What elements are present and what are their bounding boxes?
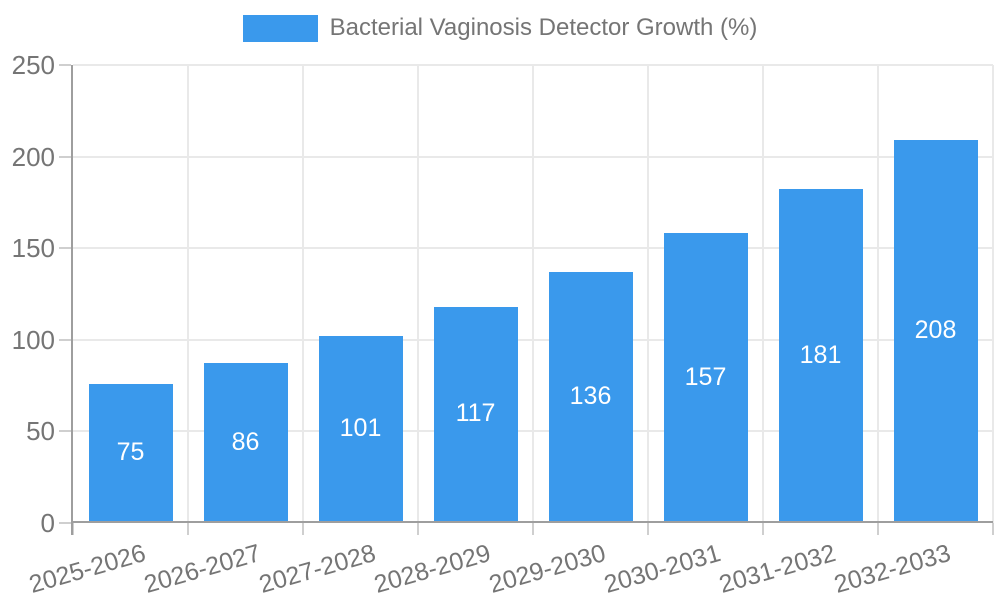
v-gridline <box>762 65 764 523</box>
legend-swatch[interactable] <box>242 14 318 42</box>
v-gridline <box>877 65 879 523</box>
y-axis-tick-label: 150 <box>11 233 55 264</box>
v-gridline <box>532 65 534 523</box>
bar: 75 <box>88 383 173 521</box>
y-axis-tick-label: 200 <box>11 141 55 172</box>
chart-legend: Bacterial Vaginosis Detector Growth (%) <box>0 14 1000 42</box>
v-gridline <box>302 65 304 523</box>
y-axis-tick <box>59 155 71 158</box>
x-axis-tick <box>877 523 879 535</box>
bar: 208 <box>893 139 978 521</box>
x-axis-tick <box>72 523 74 535</box>
v-gridline <box>992 65 994 523</box>
bar-value-label: 157 <box>684 362 727 391</box>
x-axis-tick <box>992 523 994 535</box>
legend-label[interactable]: Bacterial Vaginosis Detector Growth (%) <box>329 14 758 41</box>
y-axis-line <box>71 65 73 535</box>
y-axis-tick-label: 50 <box>26 416 55 447</box>
y-axis-tick-label: 0 <box>40 508 55 538</box>
y-axis-tick <box>59 64 71 66</box>
y-axis-tick-label: 100 <box>11 324 55 355</box>
x-axis-tick <box>532 523 534 535</box>
v-gridline <box>647 65 649 523</box>
bar: 157 <box>663 233 748 521</box>
bar-value-label: 208 <box>914 315 957 344</box>
bar: 86 <box>203 363 288 521</box>
x-axis-tick <box>302 523 304 535</box>
bar-value-label: 181 <box>799 340 842 369</box>
bar: 101 <box>318 335 403 521</box>
bar: 117 <box>433 306 518 521</box>
v-gridline <box>187 65 189 523</box>
bar-value-label: 75 <box>116 437 145 466</box>
x-axis-tick <box>417 523 419 535</box>
plot-area: 0 50 100 150 200 250 75 86 101 117 136 157 181 208 202… <box>12 50 994 599</box>
y-axis-tick-label: 250 <box>11 50 55 80</box>
bar-value-label: 117 <box>455 399 496 428</box>
x-axis-tick <box>187 523 189 535</box>
v-gridline <box>417 65 419 523</box>
bar: 181 <box>778 189 863 521</box>
y-axis-tick <box>59 338 71 341</box>
x-axis-tick <box>647 523 649 535</box>
x-axis-tick <box>762 523 764 535</box>
y-axis-tick <box>59 247 71 250</box>
y-axis-tick <box>59 522 71 524</box>
bar-value-label: 86 <box>231 427 260 456</box>
bar-value-label: 136 <box>569 381 612 410</box>
x-axis-line <box>71 521 993 523</box>
bar: 136 <box>548 271 633 521</box>
y-axis-tick <box>59 430 71 433</box>
bar-value-label: 101 <box>339 413 382 442</box>
